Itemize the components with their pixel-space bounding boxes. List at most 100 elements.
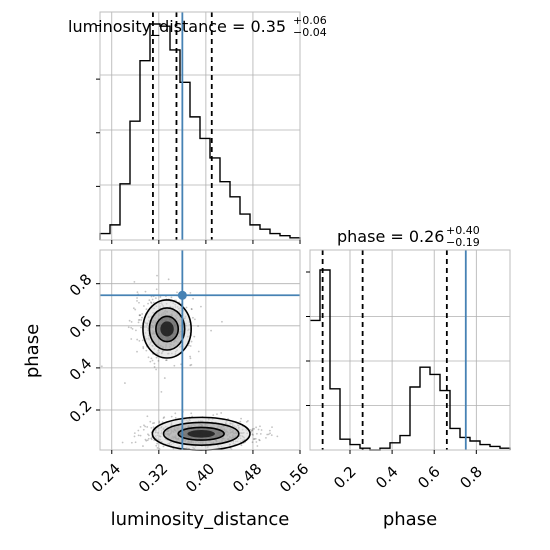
- sample-point: [189, 355, 192, 358]
- sample-point: [133, 280, 136, 283]
- sample-point: [146, 439, 149, 442]
- sample-point: [134, 308, 137, 311]
- sample-point: [138, 339, 141, 342]
- sample-point: [132, 307, 135, 310]
- sample-point: [137, 434, 140, 437]
- sample-point: [145, 349, 148, 352]
- sample-point: [189, 291, 192, 294]
- sample-point: [187, 344, 190, 347]
- sample-point: [141, 313, 144, 315]
- xlabel-distance: luminosity_distance: [111, 509, 290, 530]
- sample-point: [163, 377, 166, 379]
- sample-point: [139, 314, 142, 317]
- sample-point: [128, 319, 131, 322]
- x-tick-label: 0.40: [182, 460, 218, 496]
- sample-point: [258, 438, 261, 441]
- sample-point: [152, 301, 155, 304]
- sample-point: [270, 434, 273, 437]
- y-tick-label: 0.2: [66, 397, 96, 427]
- sample-point: [133, 435, 136, 438]
- sample-point: [138, 318, 141, 321]
- sample-point: [258, 439, 261, 442]
- sample-point: [276, 435, 279, 438]
- sample-point: [130, 326, 133, 329]
- sample-point: [140, 326, 142, 329]
- sample-point: [247, 420, 249, 422]
- sample-point: [156, 447, 159, 449]
- sample-point: [146, 415, 149, 418]
- sample-point: [167, 278, 170, 281]
- x-tick-label: 0.2: [330, 463, 360, 493]
- sample-point: [216, 413, 218, 416]
- sample-point: [142, 347, 145, 350]
- sample-point: [185, 306, 188, 309]
- sample-point: [245, 420, 248, 423]
- sample-point: [212, 414, 215, 416]
- sample-point: [142, 305, 145, 307]
- sample-point: [173, 364, 176, 367]
- frame-phase: [309, 249, 511, 451]
- panel-2d: 0.24 0.32 0.40 0.48 0.56 0.2 0.4 0.6 0.8 luminos…: [22, 249, 312, 530]
- sample-point: [140, 319, 143, 321]
- sample-point: [193, 318, 196, 321]
- sample-point: [142, 346, 145, 348]
- sample-point: [269, 432, 271, 435]
- sample-point: [190, 412, 193, 415]
- sample-point: [189, 357, 192, 360]
- sample-point: [189, 364, 192, 367]
- sample-point: [133, 432, 136, 435]
- sample-point: [271, 426, 273, 429]
- sample-point: [193, 335, 196, 338]
- sample-point: [190, 340, 193, 343]
- sample-point: [130, 441, 133, 444]
- sample-point: [153, 365, 156, 368]
- sample-point: [148, 299, 151, 302]
- sample-point: [239, 420, 242, 423]
- sample-point: [137, 319, 140, 321]
- sample-point: [145, 439, 148, 442]
- sample-point: [174, 412, 177, 415]
- sample-point: [135, 329, 137, 332]
- sample-point: [197, 325, 199, 327]
- sample-point: [160, 390, 163, 393]
- sample-point: [130, 338, 133, 340]
- sample-point: [257, 428, 260, 431]
- sample-point: [251, 429, 253, 432]
- sample-point: [162, 445, 165, 448]
- sample-point: [162, 417, 165, 419]
- sample-point: [130, 321, 133, 323]
- sample-point: [150, 302, 153, 304]
- sample-point: [155, 444, 158, 447]
- sample-point: [253, 438, 256, 440]
- sample-point: [141, 316, 143, 319]
- sample-point: [259, 433, 262, 435]
- sample-point: [251, 429, 254, 432]
- sample-point: [147, 356, 150, 359]
- sample-point: [138, 314, 141, 317]
- x-tick-label: 0.32: [135, 460, 171, 496]
- sample-point: [252, 438, 255, 441]
- sample-point: [259, 425, 261, 428]
- sample-point: [249, 428, 252, 431]
- sample-point: [159, 296, 162, 298]
- sample-point: [165, 359, 167, 362]
- sample-point: [265, 436, 267, 439]
- sample-point: [136, 297, 138, 299]
- sample-point: [124, 382, 126, 384]
- sample-point: [100, 365, 103, 368]
- sample-point: [141, 339, 144, 342]
- sample-point: [150, 357, 153, 360]
- sample-point: [210, 329, 212, 332]
- sample-point: [251, 427, 254, 430]
- sample-point: [136, 338, 139, 341]
- sample-point: [190, 363, 193, 366]
- sample-point: [151, 359, 154, 362]
- title-phase-minus: −0.19: [446, 236, 480, 249]
- sample-point: [255, 426, 258, 429]
- sample-point: [136, 350, 138, 353]
- x-tick-label: 0.56: [276, 460, 312, 496]
- sample-point: [255, 441, 258, 443]
- sample-point: [192, 297, 194, 300]
- sample-point: [144, 290, 147, 293]
- sample-point: [137, 429, 140, 432]
